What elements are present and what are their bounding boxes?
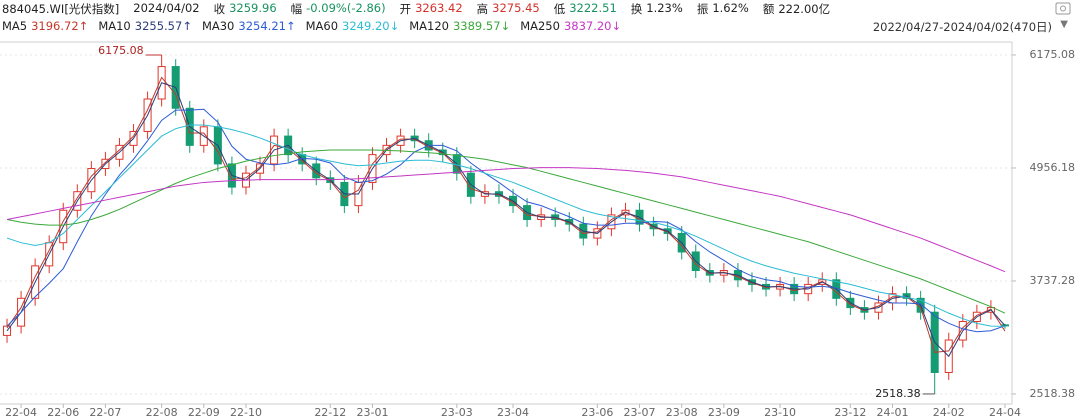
x-tick-label: 23-08 xyxy=(666,406,698,419)
x-tick-label: 23-10 xyxy=(764,406,796,419)
x-tick-label: 23-01 xyxy=(356,406,388,419)
ma-line xyxy=(6,149,1006,314)
code: 884045.WI[光伏指数] xyxy=(2,2,120,16)
legend-value: 3255.57 xyxy=(134,19,183,33)
x-tick-label: 22-04 xyxy=(5,406,37,419)
x-tick-label: 24-04 xyxy=(989,406,1021,419)
legend-value: 3249.20 xyxy=(342,19,390,33)
x-tick-label: 22-10 xyxy=(230,406,262,419)
y-tick-label: 3737.28 xyxy=(1030,274,1076,287)
icon-frame xyxy=(1055,2,1071,15)
legend-name: MA250 xyxy=(520,19,560,33)
x-tick-label: 23-12 xyxy=(834,406,866,419)
x-tick-label: 23-09 xyxy=(708,406,740,419)
legend-value: 3254.21 xyxy=(238,19,286,33)
date: 2024/04/02 xyxy=(133,1,200,15)
legend-value: 3389.57 xyxy=(452,19,501,33)
ma-line xyxy=(6,167,1006,273)
legend-trend: ↑ xyxy=(285,19,296,33)
turnover-label: 换 xyxy=(630,2,643,16)
x-tick-label: 23-06 xyxy=(581,406,613,419)
ma-line xyxy=(6,76,1006,353)
high-value: 3275.45 xyxy=(492,1,540,15)
legend-trend: ↑ xyxy=(182,19,192,33)
y-tick-label: 2518.38 xyxy=(1030,387,1076,400)
icon-lens xyxy=(1060,5,1066,12)
close-label: 收 xyxy=(213,2,226,16)
high-label: 高 xyxy=(476,2,489,16)
legend-trend: ↓ xyxy=(500,19,511,33)
legend-trend: ↑ xyxy=(78,19,89,33)
x-tick-label: 22-07 xyxy=(89,406,121,419)
min-label: 2518.38 xyxy=(875,387,921,400)
x-tick-label: 23-03 xyxy=(441,406,473,419)
x-tick-label: 22-12 xyxy=(314,406,346,419)
x-tick-label: 24-01 xyxy=(877,406,909,419)
quote-header: 884045.WI[光伏指数] 2024/04/02 收 3259.96 幅 -… xyxy=(2,1,834,17)
dropdown-caret[interactable]: ▼ xyxy=(1060,19,1068,30)
y-tick-label: 6175.08 xyxy=(1030,48,1076,61)
legend: MA5 3196.72 ↑ MA10 3255.57 ↑ MA30 3254.21 ↑ MA60 3… xyxy=(2,19,631,33)
change-value: -0.09%(-2.86) xyxy=(306,1,386,15)
low-value: 3222.51 xyxy=(569,1,617,15)
amplitude-value: 1.62% xyxy=(712,1,749,15)
open-value: 3263.42 xyxy=(415,1,463,15)
turnover-value: 1.23% xyxy=(646,1,683,15)
date-range[interactable]: 2022/04/27-2024/04/02(470日) xyxy=(872,20,1052,34)
snapshot-icon[interactable] xyxy=(1055,2,1071,15)
x-tick-label: 24-02 xyxy=(933,406,965,419)
candles xyxy=(3,54,1009,394)
amount-value: 222.00亿 xyxy=(778,2,831,16)
y-tick-label: 4956.18 xyxy=(1030,161,1076,174)
ma-line xyxy=(6,124,1005,327)
change-label: 幅 xyxy=(290,2,303,16)
legend-name: MA120 xyxy=(409,19,449,33)
max-label: 6175.08 xyxy=(98,44,144,57)
legend-name: MA10 xyxy=(98,19,131,33)
x-tick-label: 22-09 xyxy=(188,406,220,419)
legend-value: 3196.72 xyxy=(31,19,79,33)
legend-name: MA60 xyxy=(305,19,339,33)
x-tick-label: 23-07 xyxy=(624,406,656,419)
x-tick-label: 23-04 xyxy=(497,406,529,419)
legend-name: MA30 xyxy=(201,19,235,33)
ma-line xyxy=(6,108,1006,333)
close-value: 3259.96 xyxy=(229,1,277,15)
legend-value: 3837.20 xyxy=(563,19,612,33)
amplitude-label: 振 xyxy=(696,2,709,16)
x-tick-label: 22-06 xyxy=(47,406,79,419)
amount-label: 额 xyxy=(762,2,775,16)
legend-trend: ↓ xyxy=(611,19,622,33)
open-label: 开 xyxy=(399,2,412,16)
legend-name: MA5 xyxy=(2,19,28,33)
low-label: 低 xyxy=(553,2,566,16)
x-tick-label: 22-08 xyxy=(146,406,178,419)
legend-trend: ↓ xyxy=(389,19,400,33)
ma-line xyxy=(6,82,1006,358)
